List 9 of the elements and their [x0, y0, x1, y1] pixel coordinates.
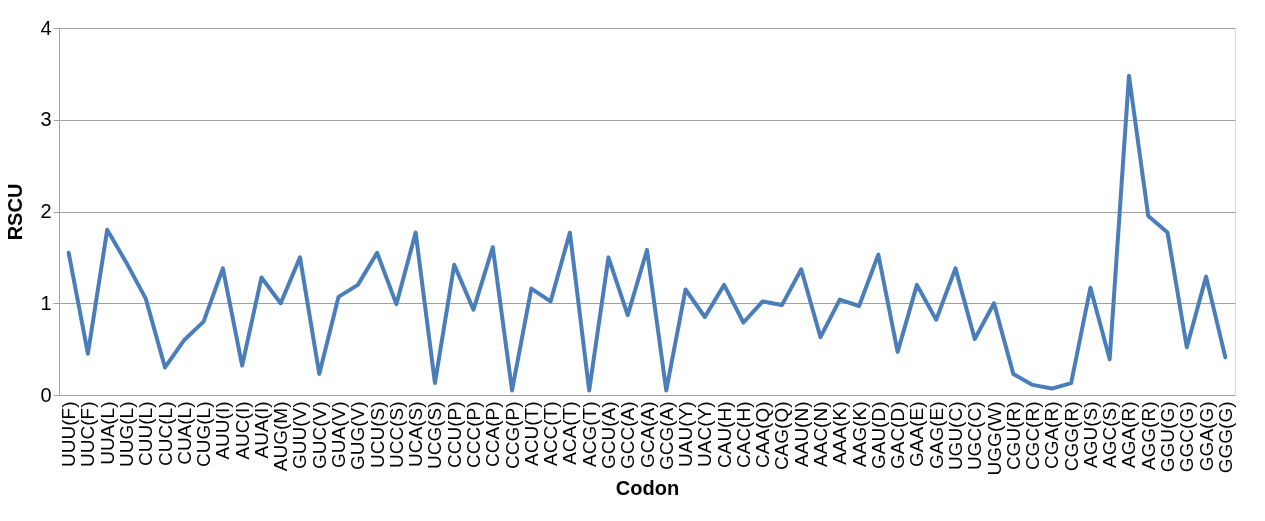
y-tick-label: 1 [40, 291, 52, 314]
x-tick-label: UUU(F) [58, 401, 80, 467]
y-tick-label: 2 [40, 200, 52, 222]
line-series [66, 73, 1228, 393]
y-axis-title: RSCU [4, 183, 27, 241]
y-tick-label: 0 [40, 383, 52, 406]
y-tick-label: 3 [40, 108, 52, 131]
x-axis-title: Codon [615, 477, 680, 500]
y-tick-label: 4 [40, 16, 52, 39]
